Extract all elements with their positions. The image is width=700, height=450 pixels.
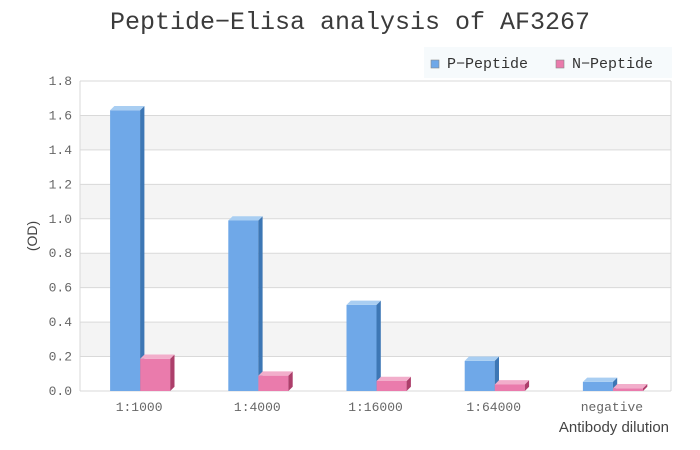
svg-text:Antibody dilution: Antibody dilution (559, 419, 669, 436)
svg-text:0.4: 0.4 (49, 315, 73, 330)
svg-text:(OD): (OD) (24, 221, 40, 251)
svg-text:1.4: 1.4 (49, 143, 73, 158)
svg-text:1.6: 1.6 (49, 108, 72, 123)
svg-text:1.2: 1.2 (49, 177, 72, 192)
svg-text:1.8: 1.8 (49, 74, 72, 89)
svg-text:negative: negative (581, 400, 643, 415)
svg-text:1:4000: 1:4000 (234, 400, 281, 415)
svg-text:0.6: 0.6 (49, 281, 72, 296)
svg-text:1.0: 1.0 (49, 212, 72, 227)
svg-text:0.0: 0.0 (49, 384, 72, 399)
svg-text:0.8: 0.8 (49, 246, 72, 261)
svg-text:1:16000: 1:16000 (348, 400, 403, 415)
svg-text:1:64000: 1:64000 (466, 400, 521, 415)
svg-text:P−Peptide: P−Peptide (447, 56, 528, 73)
svg-text:1:1000: 1:1000 (116, 400, 163, 415)
svg-text:N−Peptide: N−Peptide (572, 56, 653, 73)
svg-text:0.2: 0.2 (49, 350, 72, 365)
